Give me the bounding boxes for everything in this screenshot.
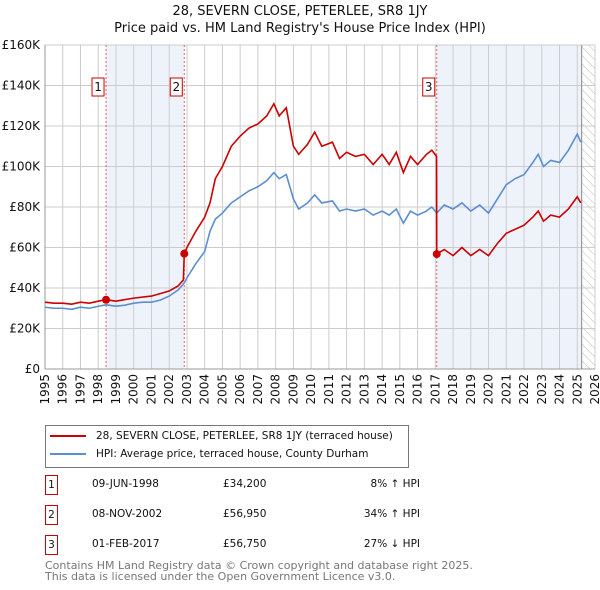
sale-row: 3 01-FEB-2017 £56,750 27% ↓ HPI [45,535,445,557]
x-tick-label: 2011 [322,374,336,405]
legend: 28, SEVERN CLOSE, PETERLEE, SR8 1JY (ter… [45,425,409,468]
y-tick-label: £0 [25,362,40,376]
sale-point-1 [102,295,111,304]
x-tick-label: 2019 [464,374,478,405]
sale-hpi-diff: 8% ↑ HPI [370,478,420,490]
x-tick-label: 1995 [38,374,52,405]
footer-line-1: Contains HM Land Registry data © Crown c… [45,559,473,572]
x-tick-label: 2006 [233,374,247,405]
x-tick-label: 2017 [428,374,442,405]
sale-row: 2 08-NOV-2002 £56,950 34% ↑ HPI [45,505,445,527]
x-tick-label: 2009 [286,374,300,405]
footer-line-2: This data is licensed under the Open Gov… [45,570,396,583]
x-tick-label: 2007 [251,374,265,405]
legend-swatch-property [50,435,86,437]
x-tick-label: 2002 [162,374,176,405]
y-tick-label: £140K [2,79,42,93]
sale-label-box-3 [422,77,436,97]
sale-label-1: 1 [94,80,102,94]
sale-hpi-diff: 34% ↑ HPI [363,508,420,520]
chart-title: 28, SEVERN CLOSE, PETERLEE, SR8 1JY [172,4,428,19]
sale-label-box-2 [169,77,183,97]
x-tick-label: 1996 [56,374,70,405]
x-tick-label: 2024 [553,374,567,405]
x-tick-label: 2010 [304,374,318,405]
chart-subtitle: Price paid vs. HM Land Registry's House … [114,21,486,36]
x-tick-label: 2013 [357,374,371,405]
x-tick-label: 2025 [570,374,584,405]
sale-label-box-1 [91,77,105,97]
sale-price: £56,950 [223,508,267,520]
sale-date: 01-FEB-2017 [92,538,160,550]
x-tick-label: 1997 [73,374,87,405]
x-tick-label: 2026 [588,374,600,405]
x-tick-label: 2022 [517,374,531,405]
x-tick-label: 2000 [127,374,141,405]
hpi-line [44,132,582,311]
x-tick-label: 2014 [375,374,389,405]
sale-row: 1 09-JUN-1998 £34,200 8% ↑ HPI [45,475,445,497]
y-tick-label: £100K [2,160,42,174]
sale-date: 08-NOV-2002 [92,508,163,520]
legend-label-property: 28, SEVERN CLOSE, PETERLEE, SR8 1JY (ter… [96,430,393,442]
legend-label-hpi: HPI: Average price, terraced house, Coun… [96,448,369,460]
sale-number-badge: 2 [45,505,58,525]
y-tick-label: £120K [2,119,42,133]
x-tick-label: 2001 [144,374,158,405]
x-tick-label: 2021 [499,374,513,405]
x-tick-label: 2012 [340,374,354,405]
sale-point-2 [180,249,189,258]
x-tick-label: 2008 [269,374,283,405]
y-tick-label: £160K [2,38,42,52]
y-tick-label: £20K [9,322,41,336]
sale-number-badge: 3 [45,535,58,555]
sale-label-2: 2 [172,80,180,94]
footer: Contains HM Land Registry data © Crown c… [45,560,473,582]
plot-area: 1995 1996 1997 1998 1999 2000 2001 2002 2003 2004… [2,38,600,405]
y-tick-label: £60K [9,241,41,255]
sale-hpi-diff: 27% ↓ HPI [363,538,420,550]
y-tick-label: £80K [9,200,41,214]
legend-swatch-hpi [50,453,86,455]
sale-date: 09-JUN-1998 [92,478,159,490]
x-tick-label: 2016 [411,374,425,405]
y-tick-label: £40K [9,281,41,295]
x-tick-label: 2020 [482,374,496,405]
sale-label-3: 3 [425,80,433,94]
x-tick-label: 2005 [215,374,229,405]
x-tick-label: 2018 [446,374,460,405]
sale-price: £56,750 [223,538,267,550]
property-price-line [44,101,582,306]
sale-price: £34,200 [223,478,267,490]
x-tick-label: 2023 [535,374,549,405]
sale-number-badge: 1 [45,475,58,495]
x-tick-label: 2004 [198,374,212,405]
x-tick-label: 2015 [393,374,407,405]
x-tick-label: 1998 [91,374,105,405]
x-tick-label: 2003 [180,374,194,405]
x-tick-label: 1999 [109,374,123,405]
sale-point-3 [432,250,441,259]
